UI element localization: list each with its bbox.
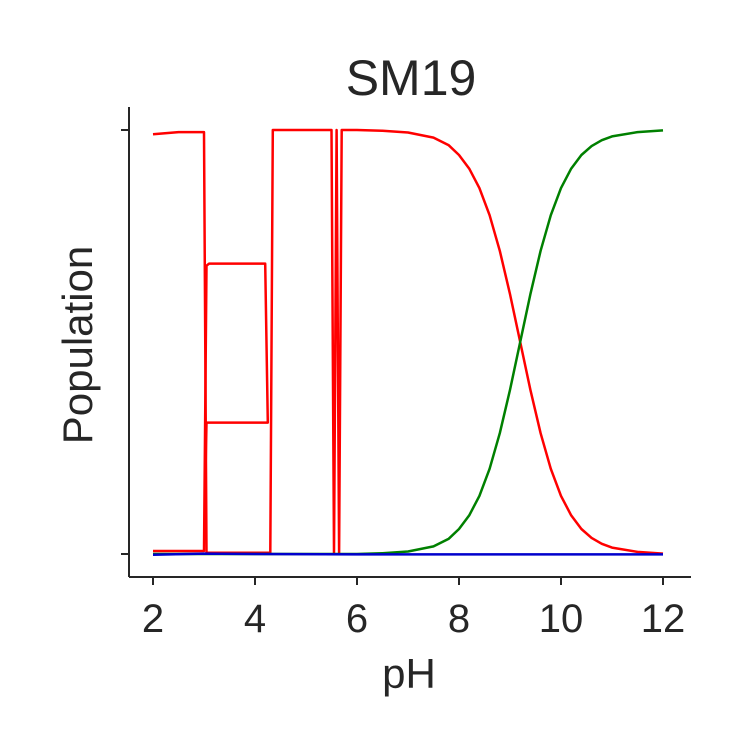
chart-title: SM19 xyxy=(346,50,477,106)
y-axis-label: Population xyxy=(54,246,101,445)
series-line-1 xyxy=(152,128,664,555)
x-tick-label: 12 xyxy=(641,597,686,641)
x-axis-label: pH xyxy=(382,650,436,697)
x-tick-label: 4 xyxy=(244,597,266,641)
series-layer xyxy=(152,128,664,557)
series-line-4 xyxy=(152,552,663,557)
series-line-3 xyxy=(153,129,664,556)
series-line-2 xyxy=(153,262,270,553)
x-tick-label: 8 xyxy=(448,597,470,641)
x-tick-label: 10 xyxy=(539,597,584,641)
x-tick-label: 6 xyxy=(346,597,368,641)
ticks-layer: 2 4 6 8 10 12 xyxy=(121,129,686,641)
x-tick-label: 2 xyxy=(142,597,164,641)
